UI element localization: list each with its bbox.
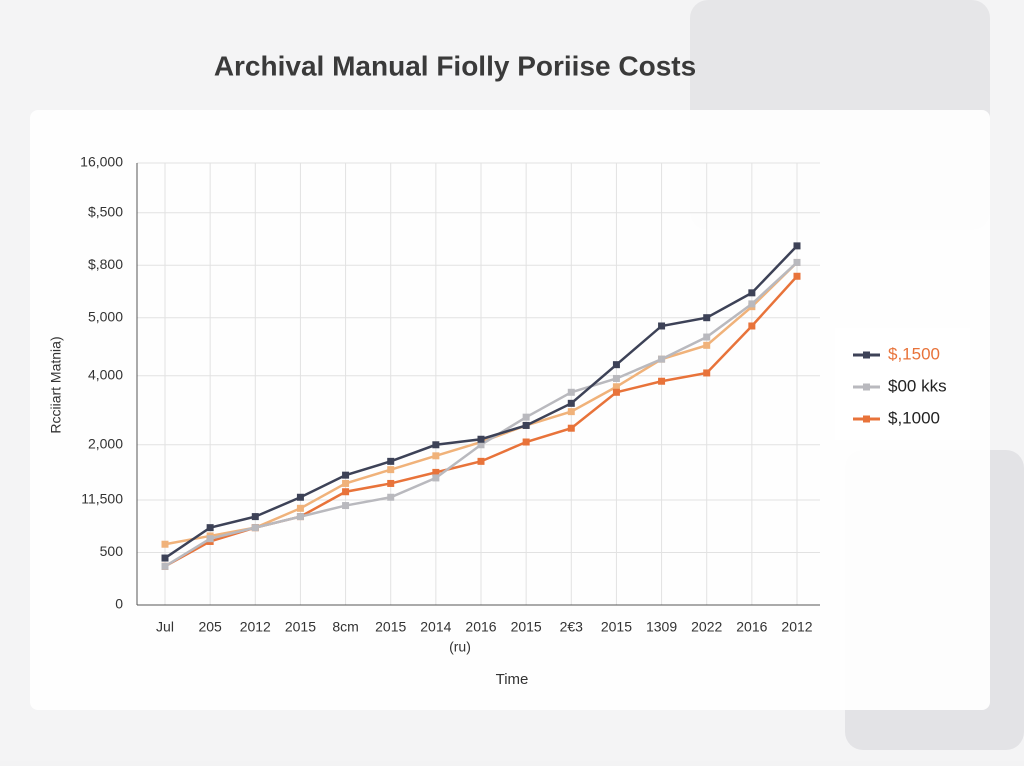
y-tick-label: 500 [100,543,124,559]
data-point [432,474,440,482]
panel [30,110,990,710]
data-point [342,502,350,510]
data-point [522,438,530,446]
data-point [748,322,756,330]
data-point [703,341,711,349]
y-tick-label: 0 [115,596,123,612]
legend-swatch [863,415,870,423]
x-tick-label: 2015 [285,619,316,635]
data-point [387,466,395,474]
data-point [703,369,711,377]
data-point [793,258,801,266]
x-axis-label: Time [496,671,529,688]
data-point [387,479,395,487]
y-tick-label: $,500 [88,203,123,219]
data-point [793,272,801,280]
data-point [703,333,711,341]
x-tick-label: 8cm [332,619,358,635]
data-point [387,457,395,465]
legend-swatch [863,351,870,359]
x-tick-label: 2015 [511,619,542,635]
data-point [251,513,259,521]
x-annotation: (ru) [449,639,471,655]
data-point [342,479,350,487]
x-tick-label: 2012 [781,619,812,635]
legend [835,328,970,440]
data-point [612,383,620,391]
data-point [161,562,169,570]
data-point [748,289,756,297]
legend-swatch [863,383,870,391]
data-point [703,314,711,322]
legend-label: $,1500 [888,344,940,363]
data-point [522,413,530,421]
data-point [161,540,169,548]
y-tick-label: $,800 [88,256,123,272]
data-point [793,242,801,250]
data-point [206,535,214,543]
chart-title: Archival Manual Fiolly Poriise Costs [214,50,696,81]
y-tick-label: 16,000 [80,154,123,170]
legend-label: $00 kks [888,376,947,395]
y-axis-label: Rcciiart Matnia) [48,336,64,433]
data-point [342,488,350,496]
x-tick-label: 1309 [646,619,677,635]
data-point [522,421,530,429]
data-point [658,322,666,330]
x-tick-label: 2022 [691,619,722,635]
x-tick-label: 2016 [465,619,496,635]
data-point [477,441,485,449]
y-tick-label: 2,000 [88,435,123,451]
x-tick-label: 2€3 [560,619,584,635]
data-point [251,524,259,532]
data-point [748,300,756,308]
x-tick-label: 2015 [601,619,632,635]
data-point [658,377,666,385]
data-point [296,513,304,521]
x-tick-label: 2012 [240,619,271,635]
data-point [567,388,575,396]
data-point [477,457,485,465]
data-point [387,493,395,501]
data-point [612,388,620,396]
data-point [342,471,350,479]
data-point [161,554,169,562]
data-point [567,424,575,432]
y-tick-label: 11,500 [81,491,123,507]
data-point [658,355,666,363]
data-point [612,374,620,382]
x-tick-label: 2015 [375,619,406,635]
data-point [612,361,620,369]
x-tick-label: Jul [156,619,174,635]
data-point [296,504,304,512]
x-tick-label: 2014 [420,619,451,635]
legend-label: $,1000 [888,408,940,427]
data-point [432,441,440,449]
x-tick-label: 205 [198,619,222,635]
y-tick-label: 4,000 [88,366,123,382]
data-point [206,524,214,532]
data-point [432,468,440,476]
data-point [567,399,575,407]
data-point [477,435,485,443]
y-tick-label: 5,000 [88,308,123,324]
data-point [296,493,304,501]
data-point [567,408,575,416]
x-tick-label: 2016 [736,619,767,635]
data-point [432,452,440,460]
